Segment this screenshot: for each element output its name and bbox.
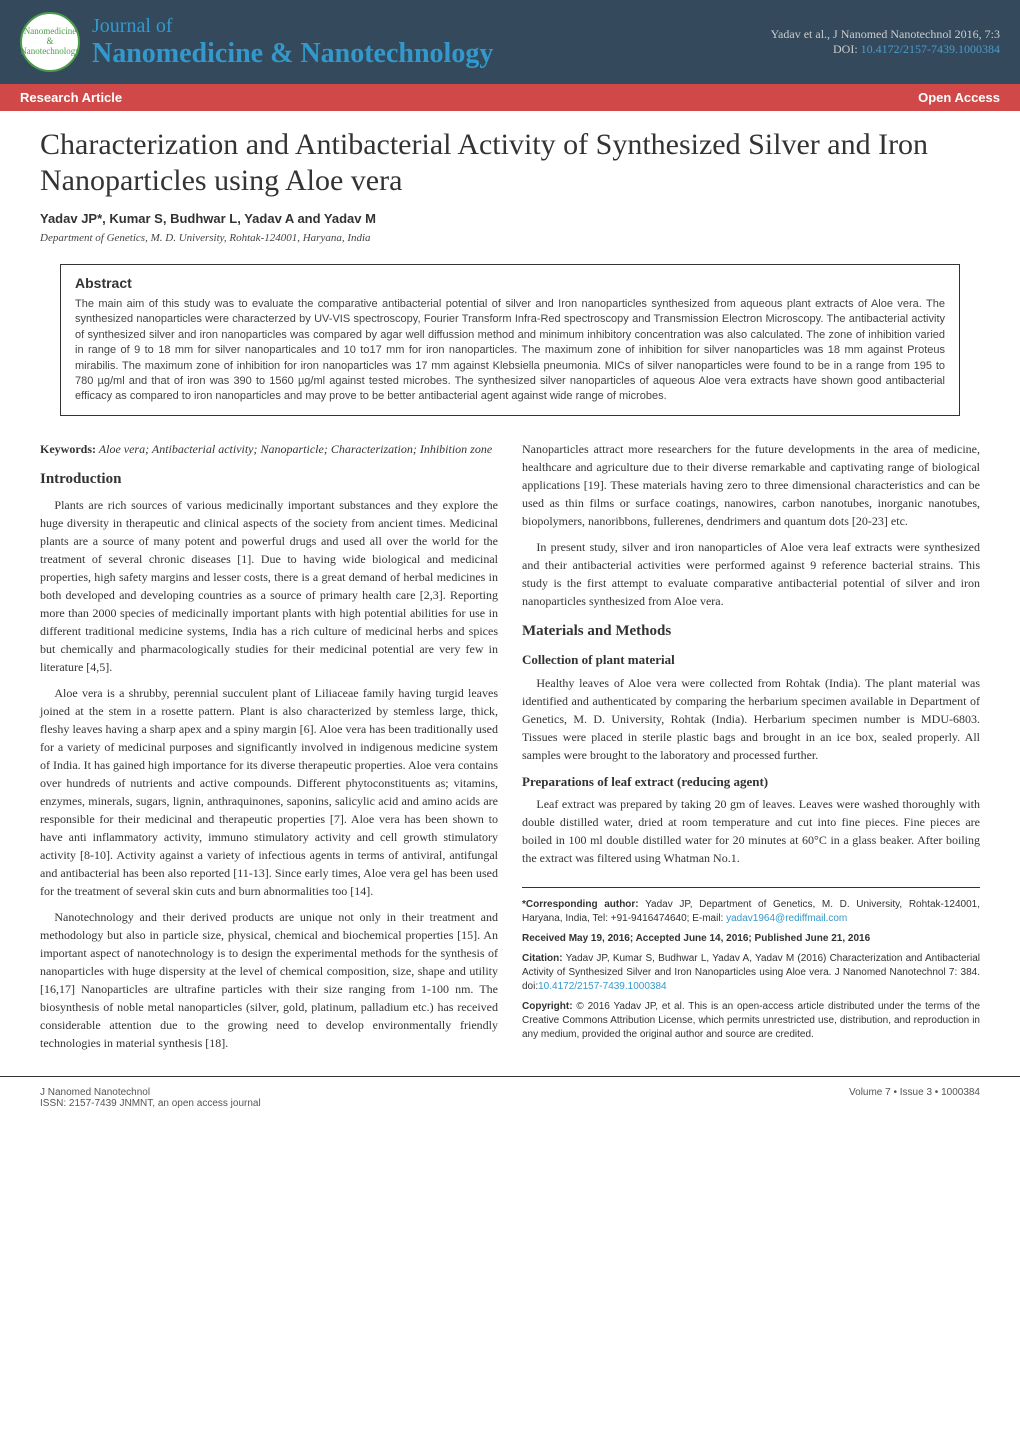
intro-para-1: Plants are rich sources of various medic… [40,496,498,676]
journal-logo: Nanomedicine & Nanotechnology [20,12,80,72]
logo-area: Nanomedicine & Nanotechnology Journal of… [20,12,493,72]
article-title: Characterization and Antibacterial Activ… [0,111,1020,207]
article-type-bar: Research Article Open Access [0,84,1020,111]
footer-issn: ISSN: 2157-7439 JNMNT, an open access jo… [40,1098,261,1109]
preparations-heading: Preparations of leaf extract (reducing a… [522,772,980,792]
copyright-block: Copyright: © 2016 Yadav JP, et al. This … [522,1000,980,1042]
logo-text: Nanomedicine & Nanotechnology [20,27,79,57]
introduction-heading: Introduction [40,468,498,491]
citation-label: Citation: [522,953,563,964]
left-column: Keywords: Aloe vera; Antibacterial activ… [40,440,498,1061]
copyright-text: © 2016 Yadav JP, et al. This is an open-… [522,1001,980,1040]
intro-para-3: Nanotechnology and their derived product… [40,908,498,1052]
keywords-text: Aloe vera; Antibacterial activity; Nanop… [96,442,492,456]
corresponding-label: *Corresponding author: [522,899,639,910]
footer-right: Volume 7 • Issue 3 • 1000384 [849,1087,980,1109]
corresponding-box: *Corresponding author: Yadav JP, Departm… [522,887,980,1042]
doi-label: DOI: [833,42,861,56]
collection-text: Healthy leaves of Aloe vera were collect… [522,674,980,764]
footer-journal: J Nanomed Nanotechnol [40,1087,261,1098]
affiliation: Department of Genetics, M. D. University… [0,230,1020,256]
journal-title: Nanomedicine & Nanotechnology [92,38,493,70]
journal-of-label: Journal of [92,15,493,38]
open-access-label: Open Access [918,90,1000,105]
body-columns: Keywords: Aloe vera; Antibacterial activ… [0,432,1020,1077]
copyright-label: Copyright: [522,1001,573,1012]
materials-heading: Materials and Methods [522,620,980,643]
doi-link[interactable]: 10.4172/2157-7439.1000384 [861,42,1000,56]
intro-para-2: Aloe vera is a shrubby, perennial succul… [40,684,498,900]
keywords-block: Keywords: Aloe vera; Antibacterial activ… [40,440,498,458]
preparations-text: Leaf extract was prepared by taking 20 g… [522,795,980,867]
research-article-label: Research Article [20,90,122,105]
intro-para-5: In present study, silver and iron nanopa… [522,538,980,610]
citation-block: Citation: Yadav JP, Kumar S, Budhwar L, … [522,952,980,994]
doi-line: DOI: 10.4172/2157-7439.1000384 [771,42,1000,57]
header-citation-block: Yadav et al., J Nanomed Nanotechnol 2016… [771,27,1000,57]
corresponding-author-block: *Corresponding author: Yadav JP, Departm… [522,898,980,926]
abstract-text: The main aim of this study was to evalua… [75,297,945,405]
journal-header: Nanomedicine & Nanotechnology Journal of… [0,0,1020,84]
citation-doi-link[interactable]: 10.4172/2157-7439.1000384 [538,981,666,992]
corresponding-email[interactable]: yadav1964@rediffmail.com [726,913,847,924]
abstract-heading: Abstract [75,275,945,291]
citation-line: Yadav et al., J Nanomed Nanotechnol 2016… [771,27,1000,42]
footer-bar: J Nanomed Nanotechnol ISSN: 2157-7439 JN… [0,1076,1020,1119]
journal-title-block: Journal of Nanomedicine & Nanotechnology [92,15,493,70]
keywords-label: Keywords: [40,442,96,456]
collection-heading: Collection of plant material [522,650,980,670]
abstract-box: Abstract The main aim of this study was … [60,264,960,416]
authors: Yadav JP*, Kumar S, Budhwar L, Yadav A a… [0,207,1020,230]
received-text: Received May 19, 2016; Accepted June 14,… [522,933,870,944]
received-block: Received May 19, 2016; Accepted June 14,… [522,932,980,946]
intro-para-4: Nanoparticles attract more researchers f… [522,440,980,530]
right-column: Nanoparticles attract more researchers f… [522,440,980,1061]
footer-left: J Nanomed Nanotechnol ISSN: 2157-7439 JN… [40,1087,261,1109]
